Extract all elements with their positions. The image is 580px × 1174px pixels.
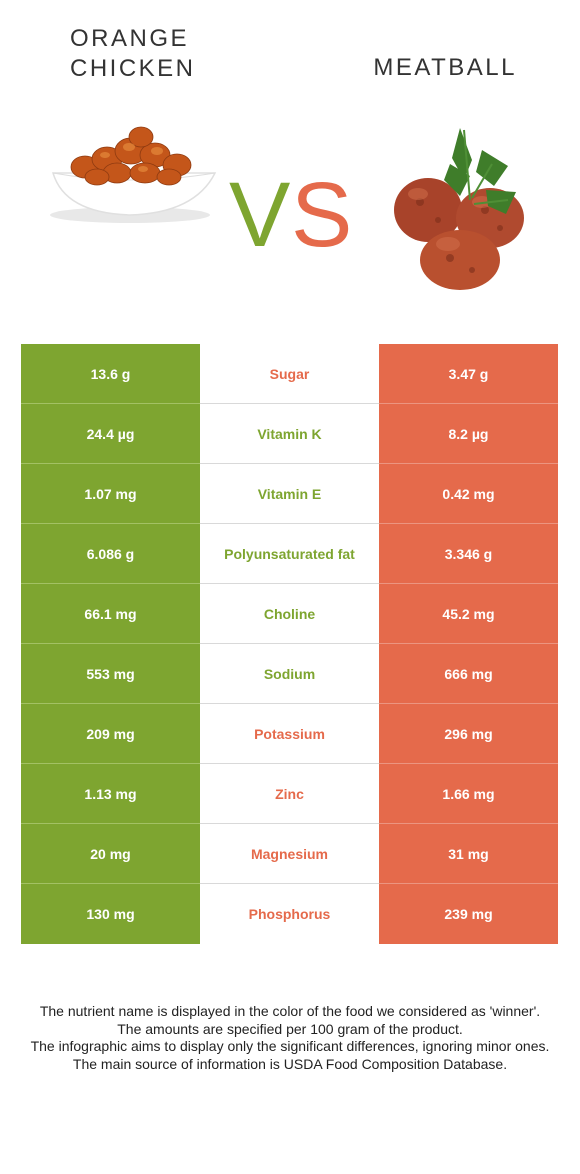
nutrient-name: Zinc bbox=[200, 764, 379, 824]
meatball-image bbox=[394, 128, 524, 290]
right-value: 31 mg bbox=[379, 824, 558, 884]
table-row: 20 mg Magnesium 31 mg bbox=[21, 824, 558, 884]
right-value: 239 mg bbox=[379, 884, 558, 944]
right-food-title: MEATBALL bbox=[373, 54, 517, 81]
footer-line: The amounts are specified per 100 gram o… bbox=[117, 1020, 463, 1037]
nutrient-name: Vitamin K bbox=[200, 404, 379, 464]
nutrient-name: Phosphorus bbox=[200, 884, 379, 944]
table-row: 13.6 g Sugar 3.47 g bbox=[21, 344, 558, 404]
vs-label: V S bbox=[229, 170, 349, 250]
footer-notes: The nutrient name is displayed in the co… bbox=[20, 1003, 560, 1073]
table-row: 24.4 µg Vitamin K 8.2 µg bbox=[21, 404, 558, 464]
table-row: 1.13 mg Zinc 1.66 mg bbox=[21, 764, 558, 824]
nutrient-name: Sodium bbox=[200, 644, 379, 704]
comparison-table: 13.6 g Sugar 3.47 g 24.4 µg Vitamin K 8.2 µg 1… bbox=[21, 344, 558, 944]
svg-text:V: V bbox=[229, 170, 290, 250]
left-value: 130 mg bbox=[21, 884, 200, 944]
left-food-title: ORANGE CHICKEN bbox=[70, 25, 196, 82]
table-row: 1.07 mg Vitamin E 0.42 mg bbox=[21, 464, 558, 524]
right-value: 666 mg bbox=[379, 644, 558, 704]
left-value: 553 mg bbox=[21, 644, 200, 704]
footer-line: The infographic aims to display only the… bbox=[30, 1038, 550, 1054]
left-value: 20 mg bbox=[21, 824, 200, 884]
nutrient-name: Sugar bbox=[200, 344, 379, 404]
right-value: 45.2 mg bbox=[379, 584, 558, 644]
left-value: 1.07 mg bbox=[21, 464, 200, 524]
right-value: 8.2 µg bbox=[379, 404, 558, 464]
table-row: 130 mg Phosphorus 239 mg bbox=[21, 884, 558, 944]
right-value: 3.47 g bbox=[379, 344, 558, 404]
footer-line: The main source of information is USDA F… bbox=[72, 1055, 508, 1072]
left-value: 66.1 mg bbox=[21, 584, 200, 644]
left-value: 1.13 mg bbox=[21, 764, 200, 824]
right-value: 0.42 mg bbox=[379, 464, 558, 524]
nutrient-name: Potassium bbox=[200, 704, 379, 764]
nutrient-name: Polyunsaturated fat bbox=[200, 524, 379, 584]
nutrient-name: Choline bbox=[200, 584, 379, 644]
right-value: 3.346 g bbox=[379, 524, 558, 584]
table-row: 6.086 g Polyunsaturated fat 3.346 g bbox=[21, 524, 558, 584]
table-row: 553 mg Sodium 666 mg bbox=[21, 644, 558, 704]
svg-text:S: S bbox=[291, 170, 349, 250]
table-row: 209 mg Potassium 296 mg bbox=[21, 704, 558, 764]
right-value: 1.66 mg bbox=[379, 764, 558, 824]
left-value: 6.086 g bbox=[21, 524, 200, 584]
left-value: 13.6 g bbox=[21, 344, 200, 404]
nutrient-name: Vitamin E bbox=[200, 464, 379, 524]
right-value: 296 mg bbox=[379, 704, 558, 764]
orange-chicken-image bbox=[50, 126, 217, 223]
nutrient-name: Magnesium bbox=[200, 824, 379, 884]
left-value: 24.4 µg bbox=[21, 404, 200, 464]
left-value: 209 mg bbox=[21, 704, 200, 764]
table-row: 66.1 mg Choline 45.2 mg bbox=[21, 584, 558, 644]
footer-line: The nutrient name is displayed in the co… bbox=[39, 1003, 541, 1019]
